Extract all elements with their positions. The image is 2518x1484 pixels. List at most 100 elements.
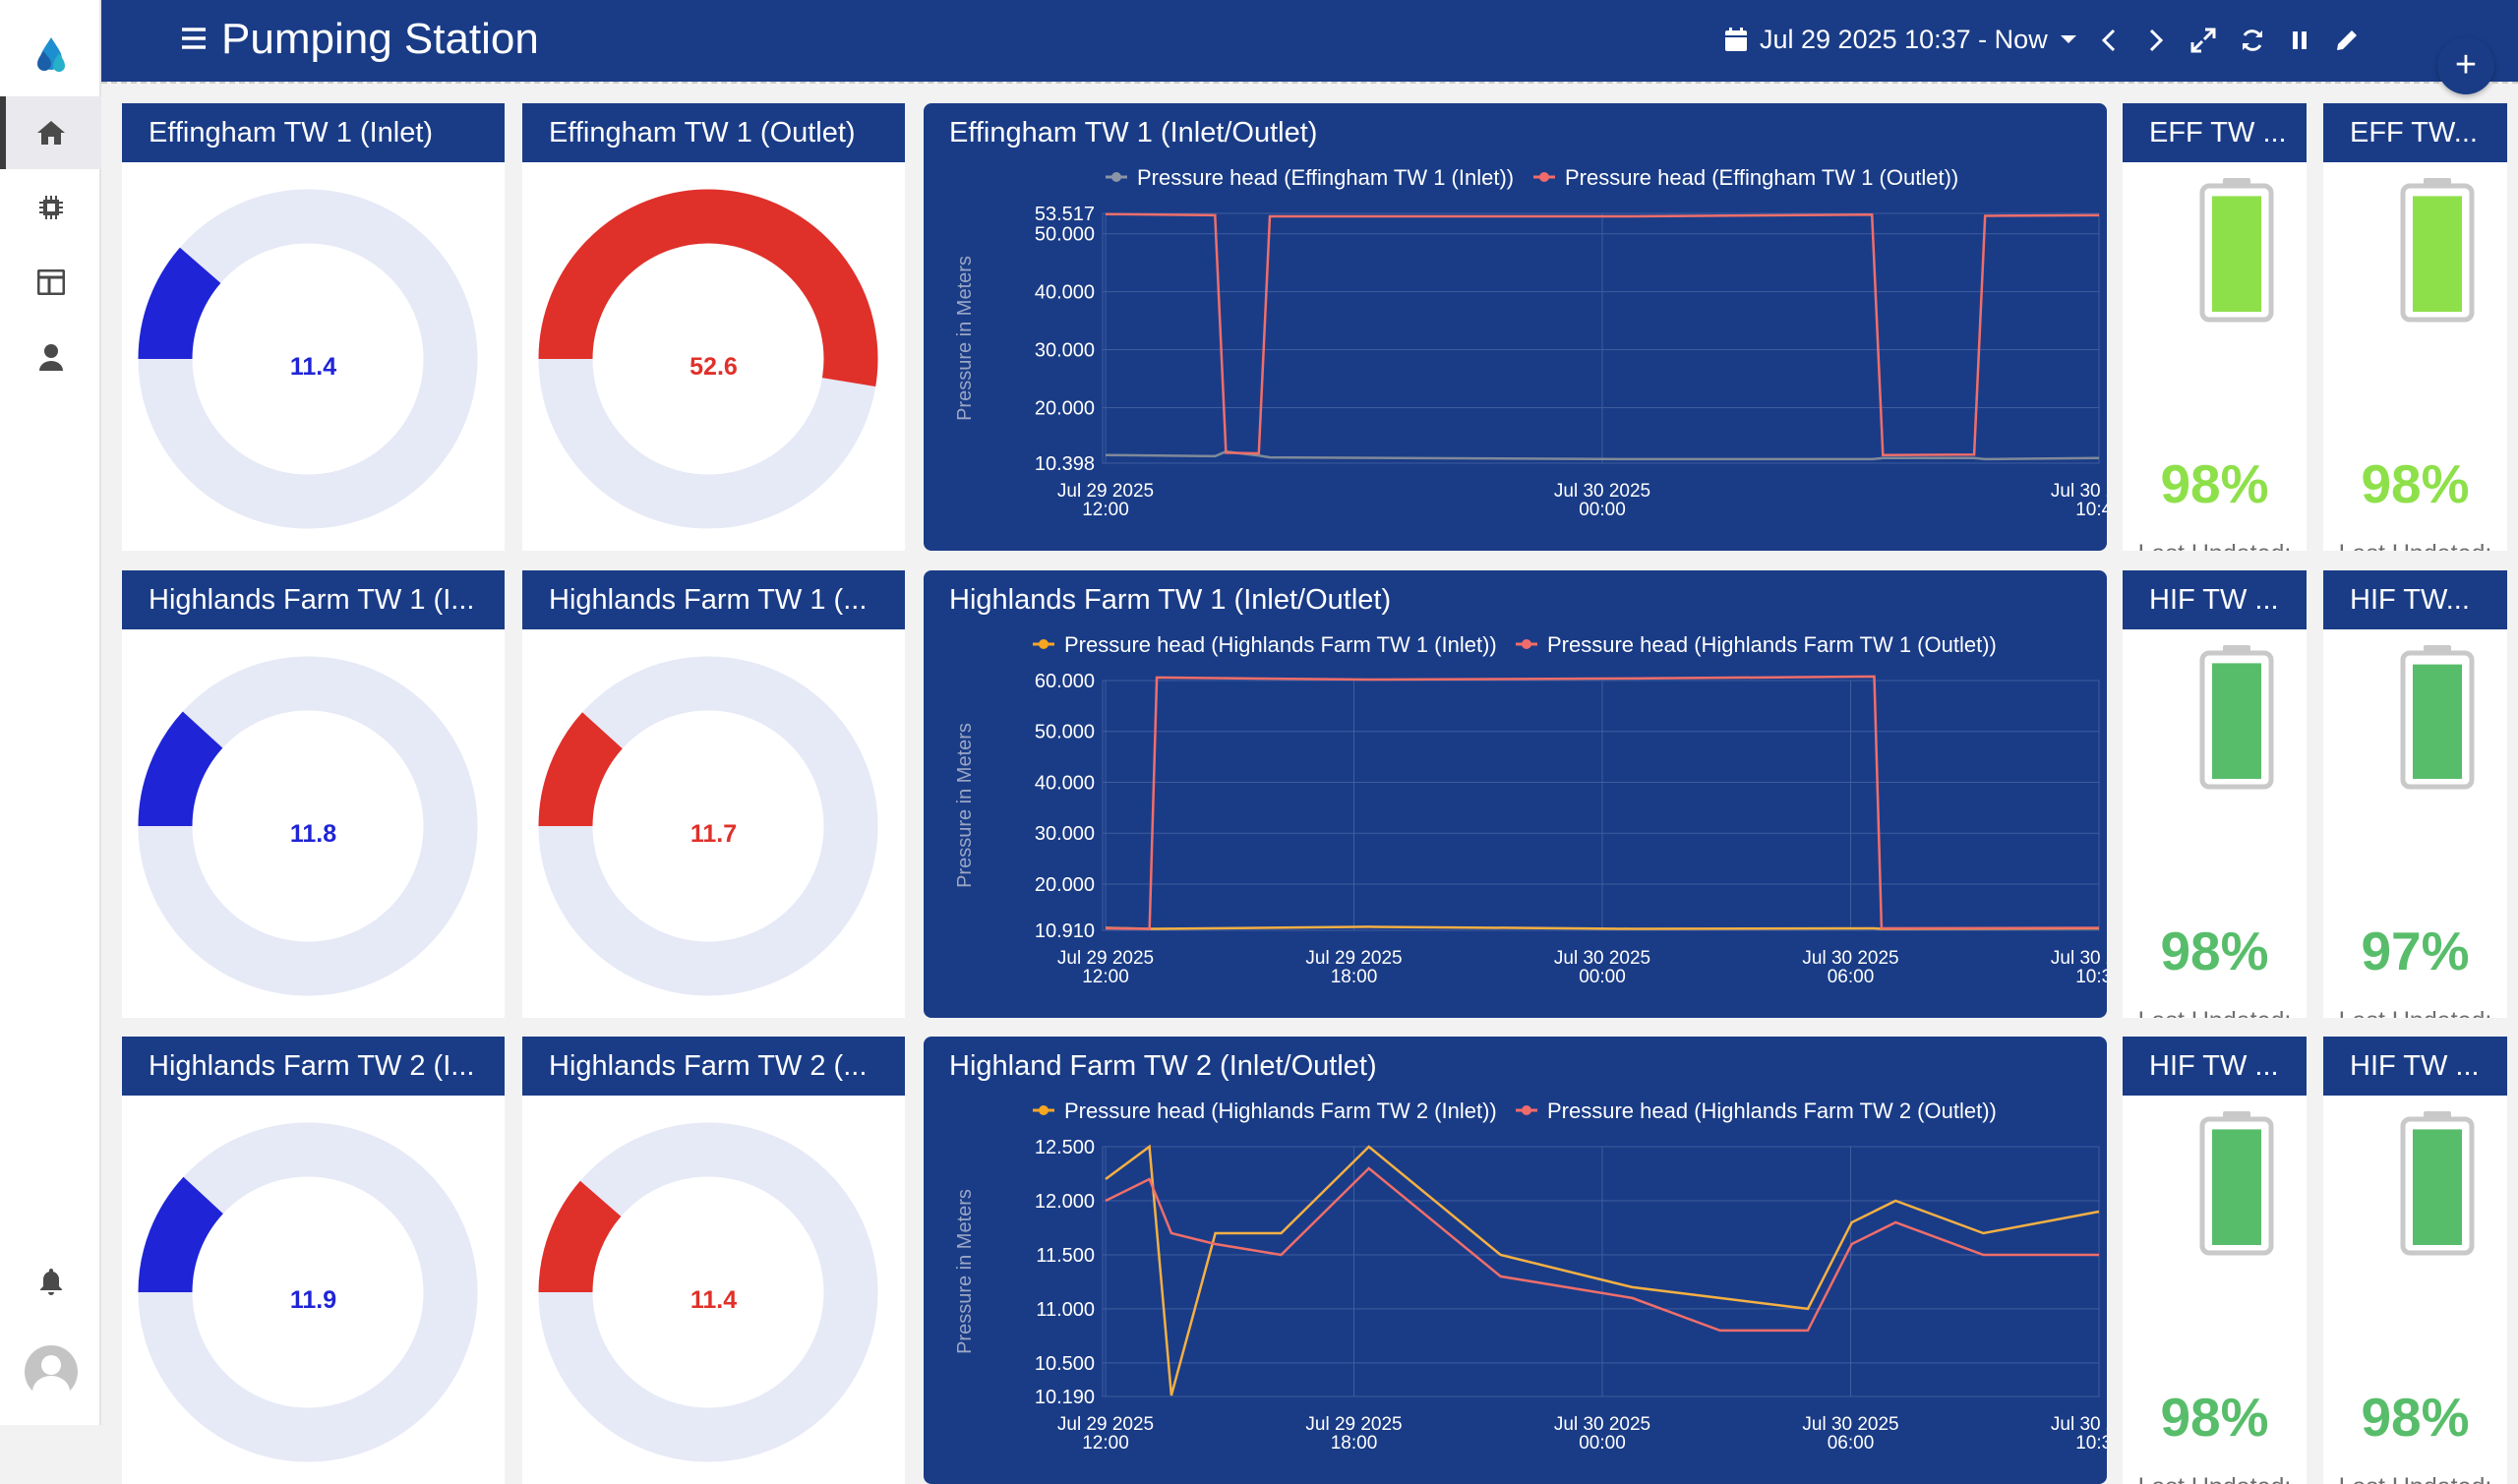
logo[interactable] [0,20,101,92]
gauge-fill [538,189,878,387]
series-line [1105,675,2100,930]
pressure-chart-card[interactable]: Highland Farm TW 2 (Inlet/Outlet) Pressur… [924,1037,2107,1484]
outlet-gauge-card[interactable]: Highlands Farm TW 2 (... 11.4 [522,1037,905,1484]
last-updated: Last Updated:07/29/202515:30 [2323,536,2507,551]
x-tick-label: 12:00 [1082,500,1129,520]
outlet-gauge [538,656,878,996]
gauge-fill [138,247,221,360]
y-axis-label: Pressure in Meters [954,256,976,421]
battery-card[interactable]: HIF TW ... 98% Last Updated:07/29/202515:4… [2123,570,2307,1018]
fullscreen-button[interactable] [2187,24,2220,57]
user-icon [38,344,63,371]
outlet-gauge [538,189,878,529]
date-range-picker[interactable]: Jul 29 2025 10:37 - Now [1724,18,2077,61]
outlet-gauge-card[interactable]: Effingham TW 1 (Outlet) 52.6 [522,103,905,551]
pressure-chart-card[interactable]: Effingham TW 1 (Inlet/Outlet) Pressure he… [924,103,2107,551]
y-tick-label: 20.000 [1035,874,1095,896]
next-range-button[interactable] [2139,24,2173,57]
last-updated: Last Updated:07/29/202515:46 [2123,1003,2307,1018]
battery-card[interactable]: HIF TW ... 98% Last Updated:07/29/2025 [2123,1037,2307,1484]
legend-label: Pressure head (Highlands Farm TW 2 (Inle… [1064,1098,1497,1123]
legend-item[interactable]: Pressure head (Effingham TW 1 (Inlet)) [1106,165,1514,190]
chevron-left-icon [2101,29,2116,52]
add-widget-button[interactable]: + [2437,37,2494,94]
nav-home[interactable] [0,96,101,169]
legend-item[interactable]: Pressure head (Highlands Farm TW 2 (Inle… [1033,1098,1497,1123]
battery-icon [2199,178,2274,323]
card-title: Highlands Farm TW 1 (... [522,570,905,629]
dashboard-grid: Effingham TW 1 (Inlet) 11.4 Effingham TW 1… [101,82,2518,1484]
legend-item[interactable]: Pressure head (Highlands Farm TW 1 (Inle… [1033,632,1497,657]
y-tick-label: 20.000 [1035,397,1095,419]
battery-card[interactable]: EFF TW ... 98% Last Updated:07/29/202515:5… [2123,103,2307,551]
outlet-value: 11.4 [689,1286,738,1314]
x-tick-label: 18:00 [1331,967,1378,987]
x-tick-label: Jul 30 2025 [1554,481,1650,502]
inlet-gauge [138,656,478,996]
date-range-label: Jul 29 2025 10:37 - Now [1760,24,2048,54]
inlet-gauge-card[interactable]: Highlands Farm TW 1 (I... 11.8 [122,570,505,1018]
y-tick-label: 60.000 [1035,671,1095,692]
series-line [1105,212,2100,456]
series-line [1105,1144,2100,1396]
edit-button[interactable] [2330,24,2364,57]
x-tick-label: 00:00 [1579,500,1626,520]
legend-item[interactable]: Pressure head (Effingham TW 1 (Outlet)) [1533,165,1958,190]
chart-title: Highland Farm TW 2 (Inlet/Outlet) [949,1050,1377,1082]
page-title: Pumping Station [221,15,539,63]
refresh-button[interactable] [2236,24,2269,57]
card-title: HIF TW... [2323,570,2507,629]
profile-avatar[interactable] [0,1336,101,1408]
x-tick-label: Jul 30 2025 [2051,948,2107,969]
top-bar: Pumping Station Jul 29 2025 10:37 - Now [101,0,2518,82]
series-line [1105,449,2100,461]
x-tick-label: Jul 30 2025 [1554,948,1650,969]
x-tick-label: Jul 30 2025 [2051,481,2107,502]
legend-item[interactable]: Pressure head (Highlands Farm TW 1 (Outl… [1516,632,1997,657]
inlet-value: 11.4 [289,353,337,381]
chart-title: Highlands Farm TW 1 (Inlet/Outlet) [949,584,1392,616]
battery-level [2413,196,2462,312]
card-title: Highlands Farm TW 1 (I... [122,570,505,629]
nav-users[interactable] [0,321,101,393]
battery-card[interactable]: EFF TW... 98% Last Updated:07/29/202515:30 [2323,103,2507,551]
outlet-value: 52.6 [689,353,738,381]
previous-range-button[interactable] [2092,24,2126,57]
notifications-button[interactable] [0,1245,101,1318]
inlet-gauge-card[interactable]: Effingham TW 1 (Inlet) 11.4 [122,103,505,551]
card-title: HIF TW ... [2123,1037,2307,1096]
outlet-gauge-card[interactable]: Highlands Farm TW 1 (... 11.7 [522,570,905,1018]
water-drop-logo-icon [36,37,65,72]
menu-button[interactable] [180,26,208,56]
gauge-fill [138,1176,224,1293]
nav-devices[interactable] [0,171,101,244]
battery-percent: 98% [2361,453,2470,514]
battery-level [2212,196,2261,312]
y-tick-label: 30.000 [1035,340,1095,362]
card-title: HIF TW ... [2123,570,2307,629]
battery-card[interactable]: HIF TW ... 98% Last Updated:07/29/2025 [2323,1037,2507,1484]
battery-card[interactable]: HIF TW... 97% Last Updated:07/29/202515:26 [2323,570,2507,1018]
hamburger-menu-icon [182,28,206,49]
y-tick-label: 30.000 [1035,823,1095,845]
legend-item[interactable]: Pressure head (Highlands Farm TW 2 (Outl… [1516,1098,1997,1123]
layout-icon [36,269,65,295]
last-updated: Last Updated:07/29/2025 [2123,1469,2307,1484]
last-updated-label: Last Updated: [2323,536,2507,551]
pressure-chart-card[interactable]: Highlands Farm TW 1 (Inlet/Outlet) Pressu… [924,570,2107,1018]
nav-dashboards[interactable] [0,246,101,319]
x-tick-label: 06:00 [1828,1433,1875,1454]
card-title: EFF TW ... [2123,103,2307,162]
line-chart: Pressure head (Highlands Farm TW 1 (Inle… [954,632,2107,987]
inlet-gauge-card[interactable]: Highlands Farm TW 2 (I... 11.9 [122,1037,505,1484]
battery-percent: 97% [2361,920,2470,981]
battery-icon [2400,1111,2475,1256]
battery-percent: 98% [2160,1387,2269,1448]
last-updated-label: Last Updated: [2323,1469,2507,1484]
card-title: Highlands Farm TW 2 (I... [122,1037,505,1096]
battery-icon [2400,178,2475,323]
y-tick-label: 50.000 [1035,224,1095,246]
battery-level [2413,1129,2462,1245]
pause-button[interactable] [2283,24,2316,57]
y-tick-label: 10.910 [1035,920,1095,942]
